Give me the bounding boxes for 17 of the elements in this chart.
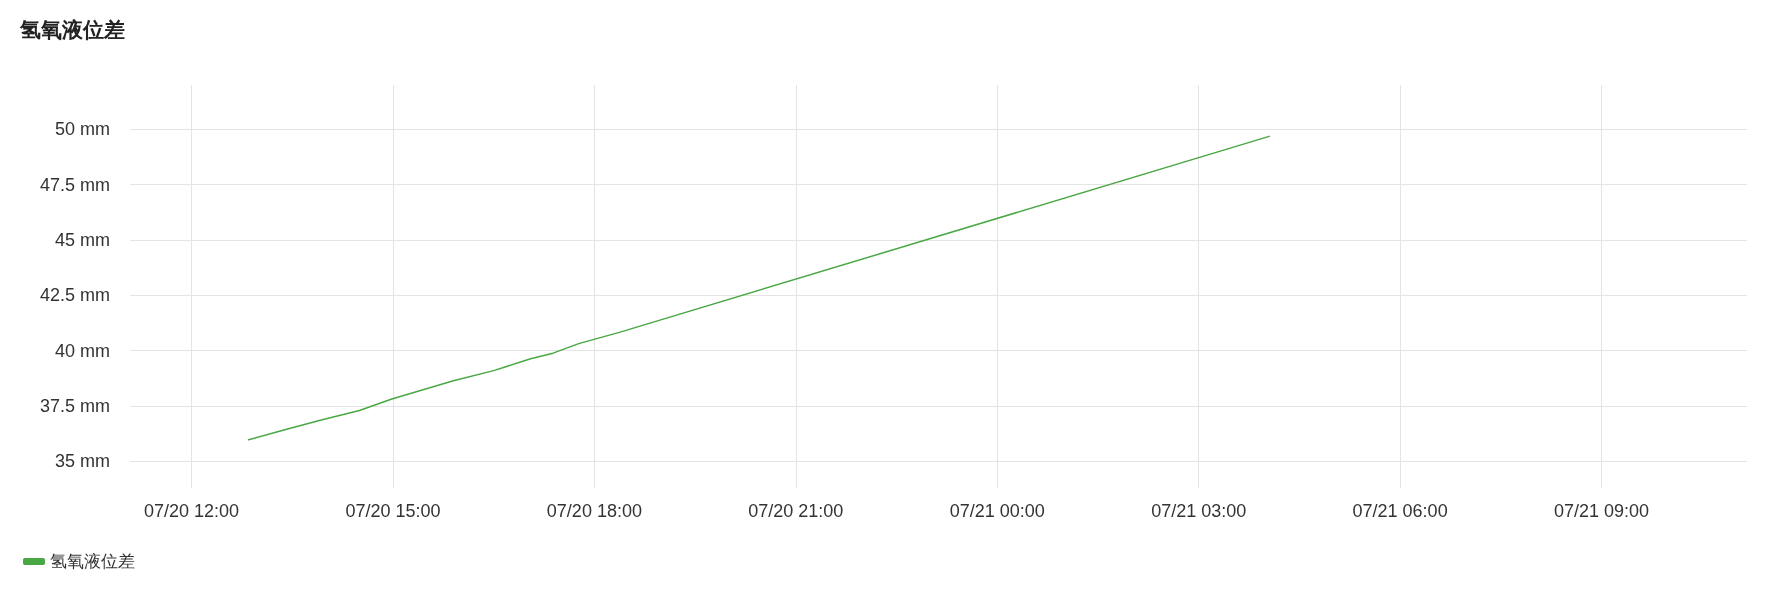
x-tick-label: 07/21 03:00 xyxy=(1151,501,1247,521)
y-tick-label: 45 mm xyxy=(54,230,110,250)
y-tick-label: 37.5 mm xyxy=(39,396,110,417)
x-tick-label: 07/21 09:00 xyxy=(1553,501,1650,521)
y-tick-label: 35 mm xyxy=(54,451,110,472)
x-tick-label: 07/21 06:00 xyxy=(1352,501,1448,521)
y-tick-label: 50 mm xyxy=(54,119,110,140)
y-tick-label: 47.5 mm xyxy=(39,174,110,195)
x-tick-label: 07/20 15:00 xyxy=(345,501,441,521)
x-tick-label: 07/20 12:00 xyxy=(144,501,240,521)
x-tick-label: 07/20 21:00 xyxy=(748,501,844,521)
chart-title: 氢氧液位差 xyxy=(19,18,125,41)
y-tick-label: 40 mm xyxy=(54,340,110,361)
legend-label: 氢氧液位差 xyxy=(50,552,135,571)
y-tick-label: 42.5 mm xyxy=(39,285,110,306)
x-tick-label: 07/20 18:00 xyxy=(546,501,642,521)
x-tick-label: 07/21 00:00 xyxy=(949,501,1045,521)
